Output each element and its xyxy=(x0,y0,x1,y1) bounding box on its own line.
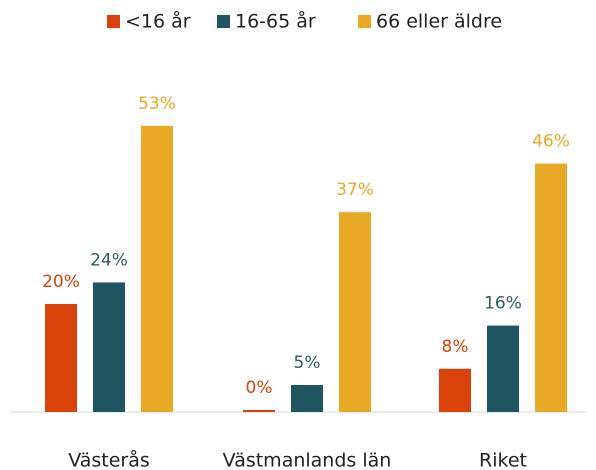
data-label: 53% xyxy=(138,94,176,114)
legend-label: 66 eller äldre xyxy=(376,11,502,33)
bar xyxy=(535,163,567,412)
data-label: 5% xyxy=(294,353,321,373)
data-label: 16% xyxy=(484,294,522,314)
x-tick-label: Västerås xyxy=(68,449,150,470)
x-tick-label: Västmanlands län xyxy=(223,450,392,470)
bar xyxy=(487,325,519,412)
legend-label: 16-65 år xyxy=(235,10,316,33)
legend-label: <16 år xyxy=(125,10,191,33)
legend-swatch xyxy=(217,15,230,28)
bar xyxy=(45,304,77,412)
bar xyxy=(339,212,371,412)
bar xyxy=(243,410,275,412)
data-label: 37% xyxy=(336,180,374,200)
bar xyxy=(141,125,173,413)
legend-swatch xyxy=(358,15,371,28)
bar xyxy=(439,368,471,412)
data-label: 24% xyxy=(90,250,128,270)
data-label: 0% xyxy=(246,378,273,398)
bar xyxy=(291,385,323,412)
data-label: 20% xyxy=(42,272,80,292)
data-label: 46% xyxy=(532,132,570,152)
data-label: 8% xyxy=(442,337,469,357)
bar xyxy=(93,282,125,412)
x-tick-label: Riket xyxy=(479,450,527,470)
legend-swatch xyxy=(107,15,120,28)
